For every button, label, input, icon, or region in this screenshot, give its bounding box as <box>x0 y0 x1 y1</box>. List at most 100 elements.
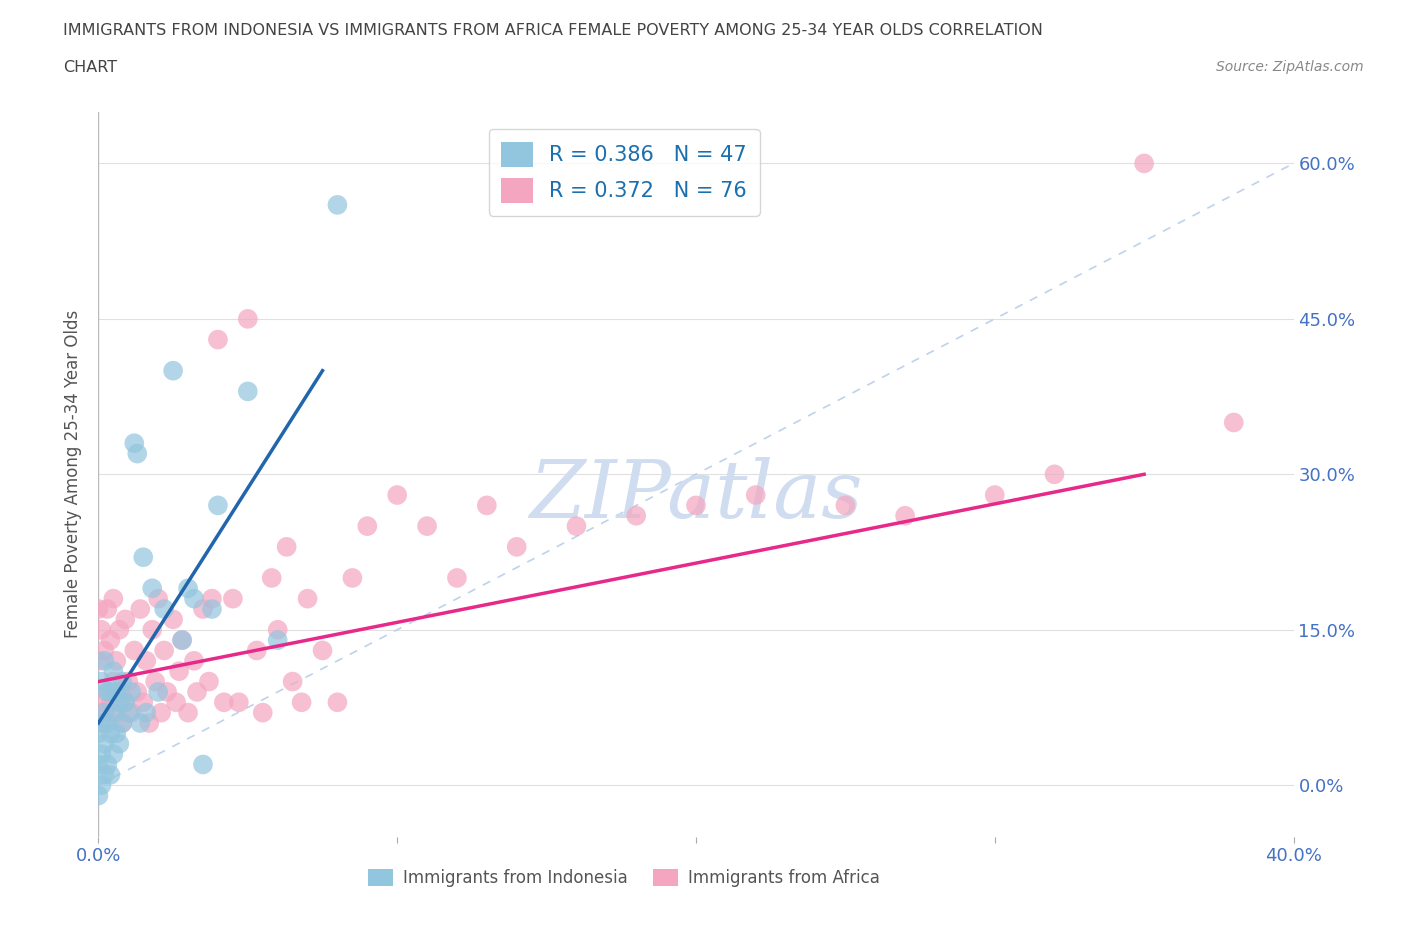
Point <box>685 498 707 512</box>
Point <box>172 632 194 647</box>
Point <box>183 591 205 606</box>
Point <box>267 632 290 647</box>
Point <box>105 705 128 720</box>
Point <box>108 695 131 710</box>
Point <box>141 581 163 596</box>
Point <box>222 591 245 606</box>
Point <box>98 767 122 782</box>
Point <box>141 622 163 637</box>
Point <box>565 519 588 534</box>
Point <box>172 632 194 647</box>
Point <box>132 550 155 565</box>
Point <box>108 622 131 637</box>
Point <box>153 602 176 617</box>
Point <box>446 570 468 585</box>
Point <box>153 643 176 658</box>
Point <box>138 715 160 730</box>
Point <box>135 654 157 669</box>
Point <box>212 695 235 710</box>
Point <box>90 715 112 730</box>
Point <box>93 737 115 751</box>
Point <box>105 726 128 741</box>
Point <box>108 684 131 699</box>
Text: IMMIGRANTS FROM INDONESIA VS IMMIGRANTS FROM AFRICA FEMALE POVERTY AMONG 25-34 Y: IMMIGRANTS FROM INDONESIA VS IMMIGRANTS … <box>63 23 1043 38</box>
Point <box>93 705 115 720</box>
Point <box>148 591 170 606</box>
Point <box>177 705 200 720</box>
Point <box>103 674 125 689</box>
Point <box>326 197 349 212</box>
Point <box>252 705 274 720</box>
Text: Source: ZipAtlas.com: Source: ZipAtlas.com <box>1216 60 1364 74</box>
Point <box>246 643 269 658</box>
Point <box>132 695 155 710</box>
Point <box>385 487 409 502</box>
Point <box>96 757 118 772</box>
Y-axis label: Female Poverty Among 25-34 Year Olds: Female Poverty Among 25-34 Year Olds <box>65 311 83 638</box>
Point <box>135 705 157 720</box>
Point <box>148 684 170 699</box>
Point <box>103 591 125 606</box>
Point <box>98 695 122 710</box>
Point <box>894 509 917 524</box>
Point <box>326 695 349 710</box>
Point <box>129 715 152 730</box>
Point <box>127 446 149 461</box>
Point <box>96 715 118 730</box>
Point <box>201 602 224 617</box>
Point <box>416 519 439 534</box>
Point <box>120 705 142 720</box>
Point <box>108 737 131 751</box>
Point <box>191 602 214 617</box>
Point <box>198 674 221 689</box>
Point <box>626 509 648 524</box>
Point <box>260 570 283 585</box>
Point <box>96 602 118 617</box>
Point <box>87 788 110 803</box>
Point <box>90 777 112 792</box>
Point <box>87 695 110 710</box>
Point <box>103 664 125 679</box>
Point <box>87 757 110 772</box>
Point <box>1043 467 1066 482</box>
Point <box>186 684 208 699</box>
Point <box>129 602 152 617</box>
Point <box>93 654 115 669</box>
Point <box>162 364 184 379</box>
Point <box>167 664 190 679</box>
Point <box>87 726 110 741</box>
Point <box>311 643 333 658</box>
Point <box>281 674 304 689</box>
Point <box>90 747 112 762</box>
Point <box>87 602 110 617</box>
Point <box>183 654 205 669</box>
Point <box>98 684 122 699</box>
Point <box>276 539 298 554</box>
Point <box>177 581 200 596</box>
Point <box>984 487 1007 502</box>
Point <box>114 695 136 710</box>
Point <box>111 715 134 730</box>
Point <box>111 715 134 730</box>
Point <box>124 436 146 451</box>
Point <box>745 487 768 502</box>
Point <box>236 312 259 326</box>
Point <box>98 726 122 741</box>
Text: ZIPatlas: ZIPatlas <box>529 458 863 535</box>
Point <box>342 570 364 585</box>
Point <box>191 757 214 772</box>
Point <box>117 705 139 720</box>
Point <box>90 705 112 720</box>
Point <box>506 539 529 554</box>
Point <box>150 705 173 720</box>
Point <box>297 591 319 606</box>
Point <box>117 674 139 689</box>
Point <box>228 695 250 710</box>
Point <box>156 684 179 699</box>
Point <box>105 684 128 699</box>
Legend: Immigrants from Indonesia, Immigrants from Africa: Immigrants from Indonesia, Immigrants fr… <box>361 862 887 894</box>
Point <box>834 498 856 512</box>
Point <box>90 674 112 689</box>
Point <box>103 705 125 720</box>
Point <box>356 519 378 534</box>
